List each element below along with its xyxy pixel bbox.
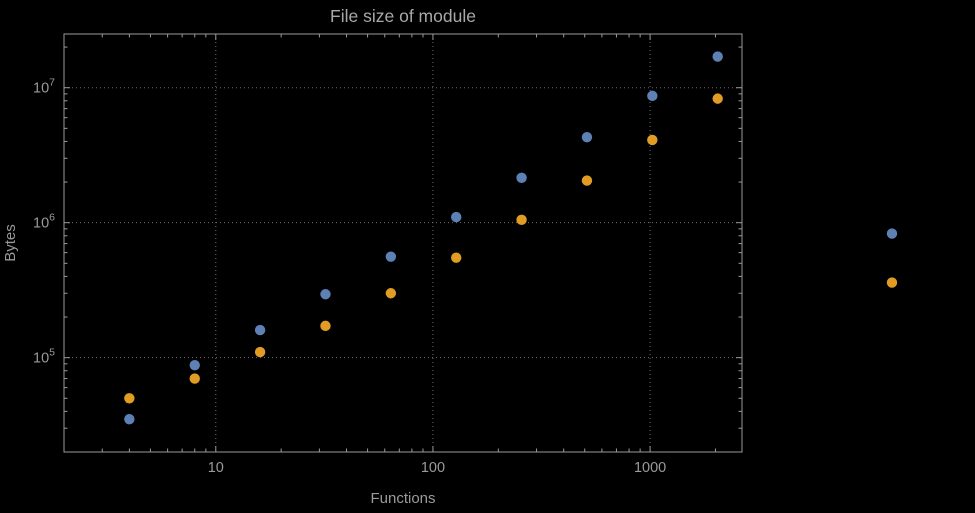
series-blue-point xyxy=(516,172,527,184)
plot-frame xyxy=(63,33,743,453)
series-blue-point xyxy=(320,289,331,300)
series-orange-point xyxy=(581,175,593,186)
series-orange-point xyxy=(254,346,266,358)
series-orange-point xyxy=(516,214,527,226)
x-tick-label: 1000 xyxy=(634,460,666,476)
series-orange-point xyxy=(385,288,397,299)
y-tick-label: 106 xyxy=(33,212,55,232)
y-axis-label: Bytes xyxy=(2,224,19,262)
series-blue-point xyxy=(385,251,397,262)
series-orange-point xyxy=(712,93,723,104)
chart-layer: 10 100 1000 105 106 107 xyxy=(33,33,898,476)
x-axis-label: Functions xyxy=(370,490,435,507)
chart-title: File size of module xyxy=(330,6,476,26)
series-blue-point xyxy=(886,228,898,239)
series-blue-point xyxy=(712,51,723,62)
y-tick-label: 105 xyxy=(33,347,55,367)
series-orange-point xyxy=(189,373,200,384)
x-tick-label: 100 xyxy=(421,460,445,476)
series-blue-point xyxy=(124,413,135,425)
series-orange-point xyxy=(124,393,135,404)
y-tick-label: 107 xyxy=(33,77,55,97)
series-blue-point xyxy=(647,90,658,102)
series-blue-point xyxy=(254,324,266,336)
series-orange-point xyxy=(886,277,898,288)
series-orange-point xyxy=(320,320,331,332)
series-orange-point xyxy=(451,252,462,263)
x-tick-label: 10 xyxy=(208,460,224,476)
series-blue-point xyxy=(451,211,462,223)
series-orange-point xyxy=(647,134,658,146)
series-blue-point xyxy=(581,131,593,143)
series-blue-point xyxy=(189,359,200,371)
